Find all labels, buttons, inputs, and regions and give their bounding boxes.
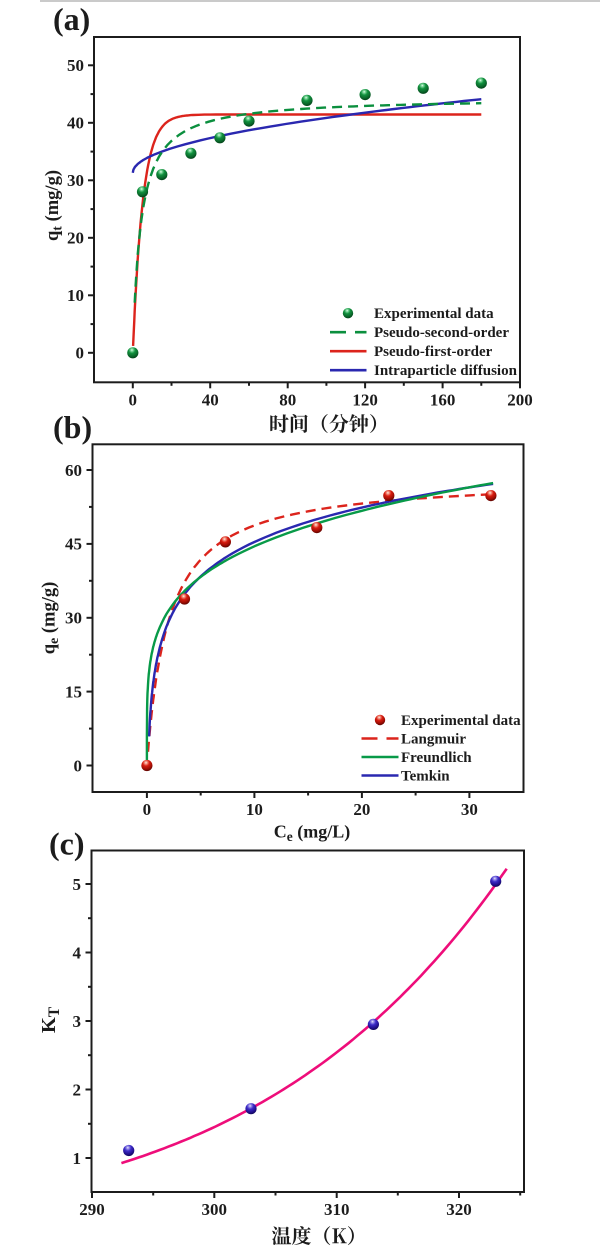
svg-text:40: 40 [202,390,219,409]
svg-text:Experimental data: Experimental data [401,713,521,729]
svg-text:200: 200 [507,390,533,409]
svg-text:5: 5 [73,875,82,894]
svg-text:4: 4 [73,943,82,962]
svg-text:15: 15 [65,682,82,701]
svg-text:50: 50 [67,56,84,75]
svg-text:80: 80 [279,390,296,409]
svg-text:30: 30 [65,609,82,628]
svg-text:0: 0 [74,756,83,775]
svg-text:Temkin: Temkin [401,769,450,785]
svg-text:2: 2 [73,1080,82,1099]
svg-text:Experimental data: Experimental data [374,306,494,322]
svg-text:Pseudo-second-order: Pseudo-second-order [374,325,509,341]
svg-text:Langmuir: Langmuir [401,732,466,748]
svg-text:10: 10 [67,286,84,305]
svg-text:45: 45 [65,535,82,554]
svg-text:30: 30 [461,800,478,819]
svg-text:290: 290 [79,1200,105,1219]
svg-text:(c): (c) [49,826,85,862]
svg-text:(a): (a) [53,1,90,37]
svg-text:qe (mg/g): qe (mg/g) [40,582,62,655]
svg-text:60: 60 [65,461,82,480]
svg-text:20: 20 [353,800,370,819]
svg-text:20: 20 [67,229,84,248]
svg-text:(b): (b) [53,409,92,445]
svg-text:1: 1 [73,1149,82,1168]
svg-text:3: 3 [73,1012,82,1031]
svg-text:160: 160 [430,390,456,409]
svg-text:0: 0 [143,800,152,819]
svg-text:320: 320 [446,1200,472,1219]
svg-text:Pseudo-first-order: Pseudo-first-order [374,344,493,360]
svg-text:Intraparticle diffusion: Intraparticle diffusion [374,363,518,379]
svg-text:0: 0 [76,344,85,363]
svg-text:Freundlich: Freundlich [401,750,472,766]
svg-text:300: 300 [202,1200,228,1219]
svg-text:Ce (mg/L): Ce (mg/L) [274,822,351,845]
svg-text:120: 120 [352,390,378,409]
svg-text:qt (mg/g): qt (mg/g) [43,170,65,241]
svg-text:30: 30 [67,171,84,190]
svg-text:0: 0 [129,390,138,409]
svg-text:10: 10 [246,800,263,819]
svg-text:40: 40 [67,114,84,133]
svg-text:310: 310 [324,1200,350,1219]
